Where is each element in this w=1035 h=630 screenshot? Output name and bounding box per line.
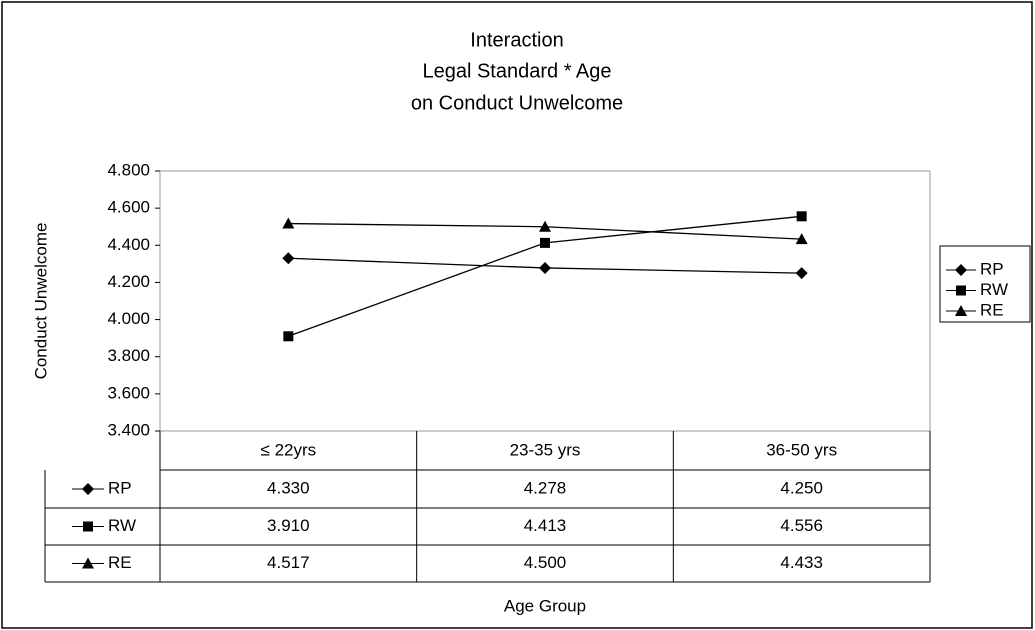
table-legend-marker [83, 521, 93, 532]
y-tick-label: 3.400 [107, 420, 150, 439]
table-legend-marker [82, 483, 94, 495]
y-tick-label: 3.600 [107, 383, 150, 402]
x-tick-label: 36-50 yrs [766, 440, 837, 459]
table-cell: 4.278 [524, 478, 567, 497]
table-cell: 3.910 [267, 516, 310, 535]
table-cell: 4.433 [780, 553, 823, 572]
y-tick-label: 4.600 [107, 198, 150, 217]
y-axis-label: Conduct Unwelcome [31, 223, 50, 380]
table-cell: 4.250 [780, 478, 823, 497]
data-point [539, 261, 551, 274]
chart-title: on Conduct Unwelcome [411, 92, 623, 114]
table-row-label: RE [108, 553, 132, 572]
x-tick-label: ≤ 22yrs [261, 440, 317, 459]
y-tick-label: 4.200 [107, 272, 150, 291]
data-point [539, 220, 551, 232]
data-point [795, 233, 808, 245]
plot-area [159, 170, 931, 432]
y-tick-label: 3.800 [107, 346, 150, 365]
legend [939, 245, 1031, 323]
legend-label: RP [980, 259, 1004, 278]
data-point [540, 237, 550, 248]
legend-label: RW [980, 280, 1008, 299]
table-row-label: RP [108, 478, 132, 497]
table-legend-marker [82, 557, 94, 569]
data-point [796, 211, 807, 222]
chart-title: Legal Standard * Age [422, 60, 611, 82]
table-cell: 4.517 [267, 553, 310, 572]
legend-marker [955, 264, 967, 276]
y-tick-label: 4.400 [107, 235, 150, 254]
data-point [282, 252, 295, 265]
chart-title: Interaction [470, 29, 563, 51]
table-cell: 4.330 [267, 478, 310, 497]
y-tick-label: 4.800 [107, 160, 150, 179]
table-cell: 4.413 [524, 516, 567, 535]
data-point [282, 217, 295, 229]
legend-marker [955, 305, 967, 316]
y-tick-label: 4.000 [107, 309, 150, 328]
data-point [795, 267, 808, 280]
table-row-label: RW [108, 516, 136, 535]
legend-label: RE [980, 300, 1004, 319]
table-cell: 4.500 [524, 553, 567, 572]
data-point [283, 331, 294, 342]
legend-marker [956, 285, 966, 296]
x-tick-label: 23-35 yrs [510, 440, 581, 459]
table-cell: 4.556 [780, 516, 823, 535]
x-axis-label: Age Group [504, 596, 586, 615]
